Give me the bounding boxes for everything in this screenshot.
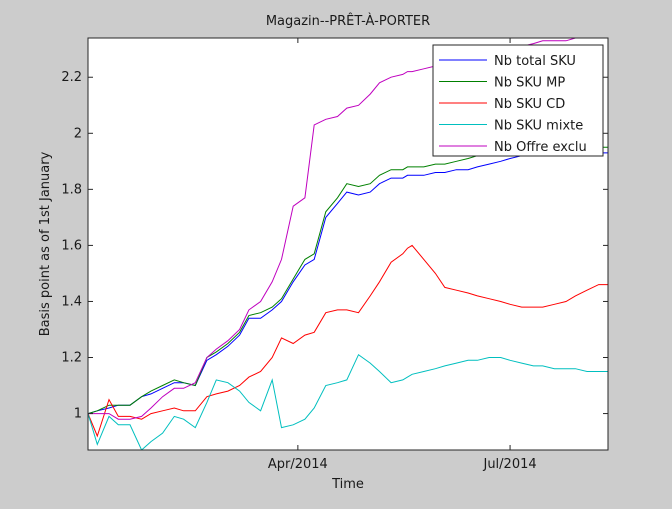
legend: Nb total SKU Nb SKU MP Nb SKU CD Nb SKU mix… [432, 44, 604, 157]
y-tick-label: 1.2 [61, 351, 82, 366]
legend-label-3: Nb SKU mixte [494, 119, 583, 134]
y-axis-label: Basis point as of 1st January [38, 151, 53, 336]
y-tick-label: 1 [74, 407, 82, 422]
legend-box [432, 44, 604, 157]
plot-frame [87, 37, 609, 451]
y-tick-label: 2 [74, 126, 82, 141]
x-tick-label: Apr/2014 [268, 457, 328, 472]
y-tick-label: 2.2 [61, 70, 82, 85]
legend-label-0: Nb total SKU [494, 54, 576, 69]
y-tick-label: 1.8 [61, 182, 82, 197]
series-line-2 [88, 244, 608, 438]
series-line-3 [88, 353, 608, 450]
legend-label-1: Nb SKU MP [494, 76, 565, 91]
y-tick-label: 1.6 [61, 238, 82, 253]
legend-label-4: Nb Offre exclu [494, 140, 587, 155]
tick-layer: 1 1.2 1.4 1.6 1.8 2 2.2 Apr/2014 Jul/2014 [61, 38, 608, 472]
chart-title: Magazin--PRÊT-À-PORTER [266, 13, 430, 29]
x-axis-label: Time [331, 477, 364, 492]
x-tick-label: Jul/2014 [482, 457, 536, 472]
y-tick-label: 1.4 [61, 294, 82, 309]
legend-label-2: Nb SKU CD [494, 97, 565, 112]
